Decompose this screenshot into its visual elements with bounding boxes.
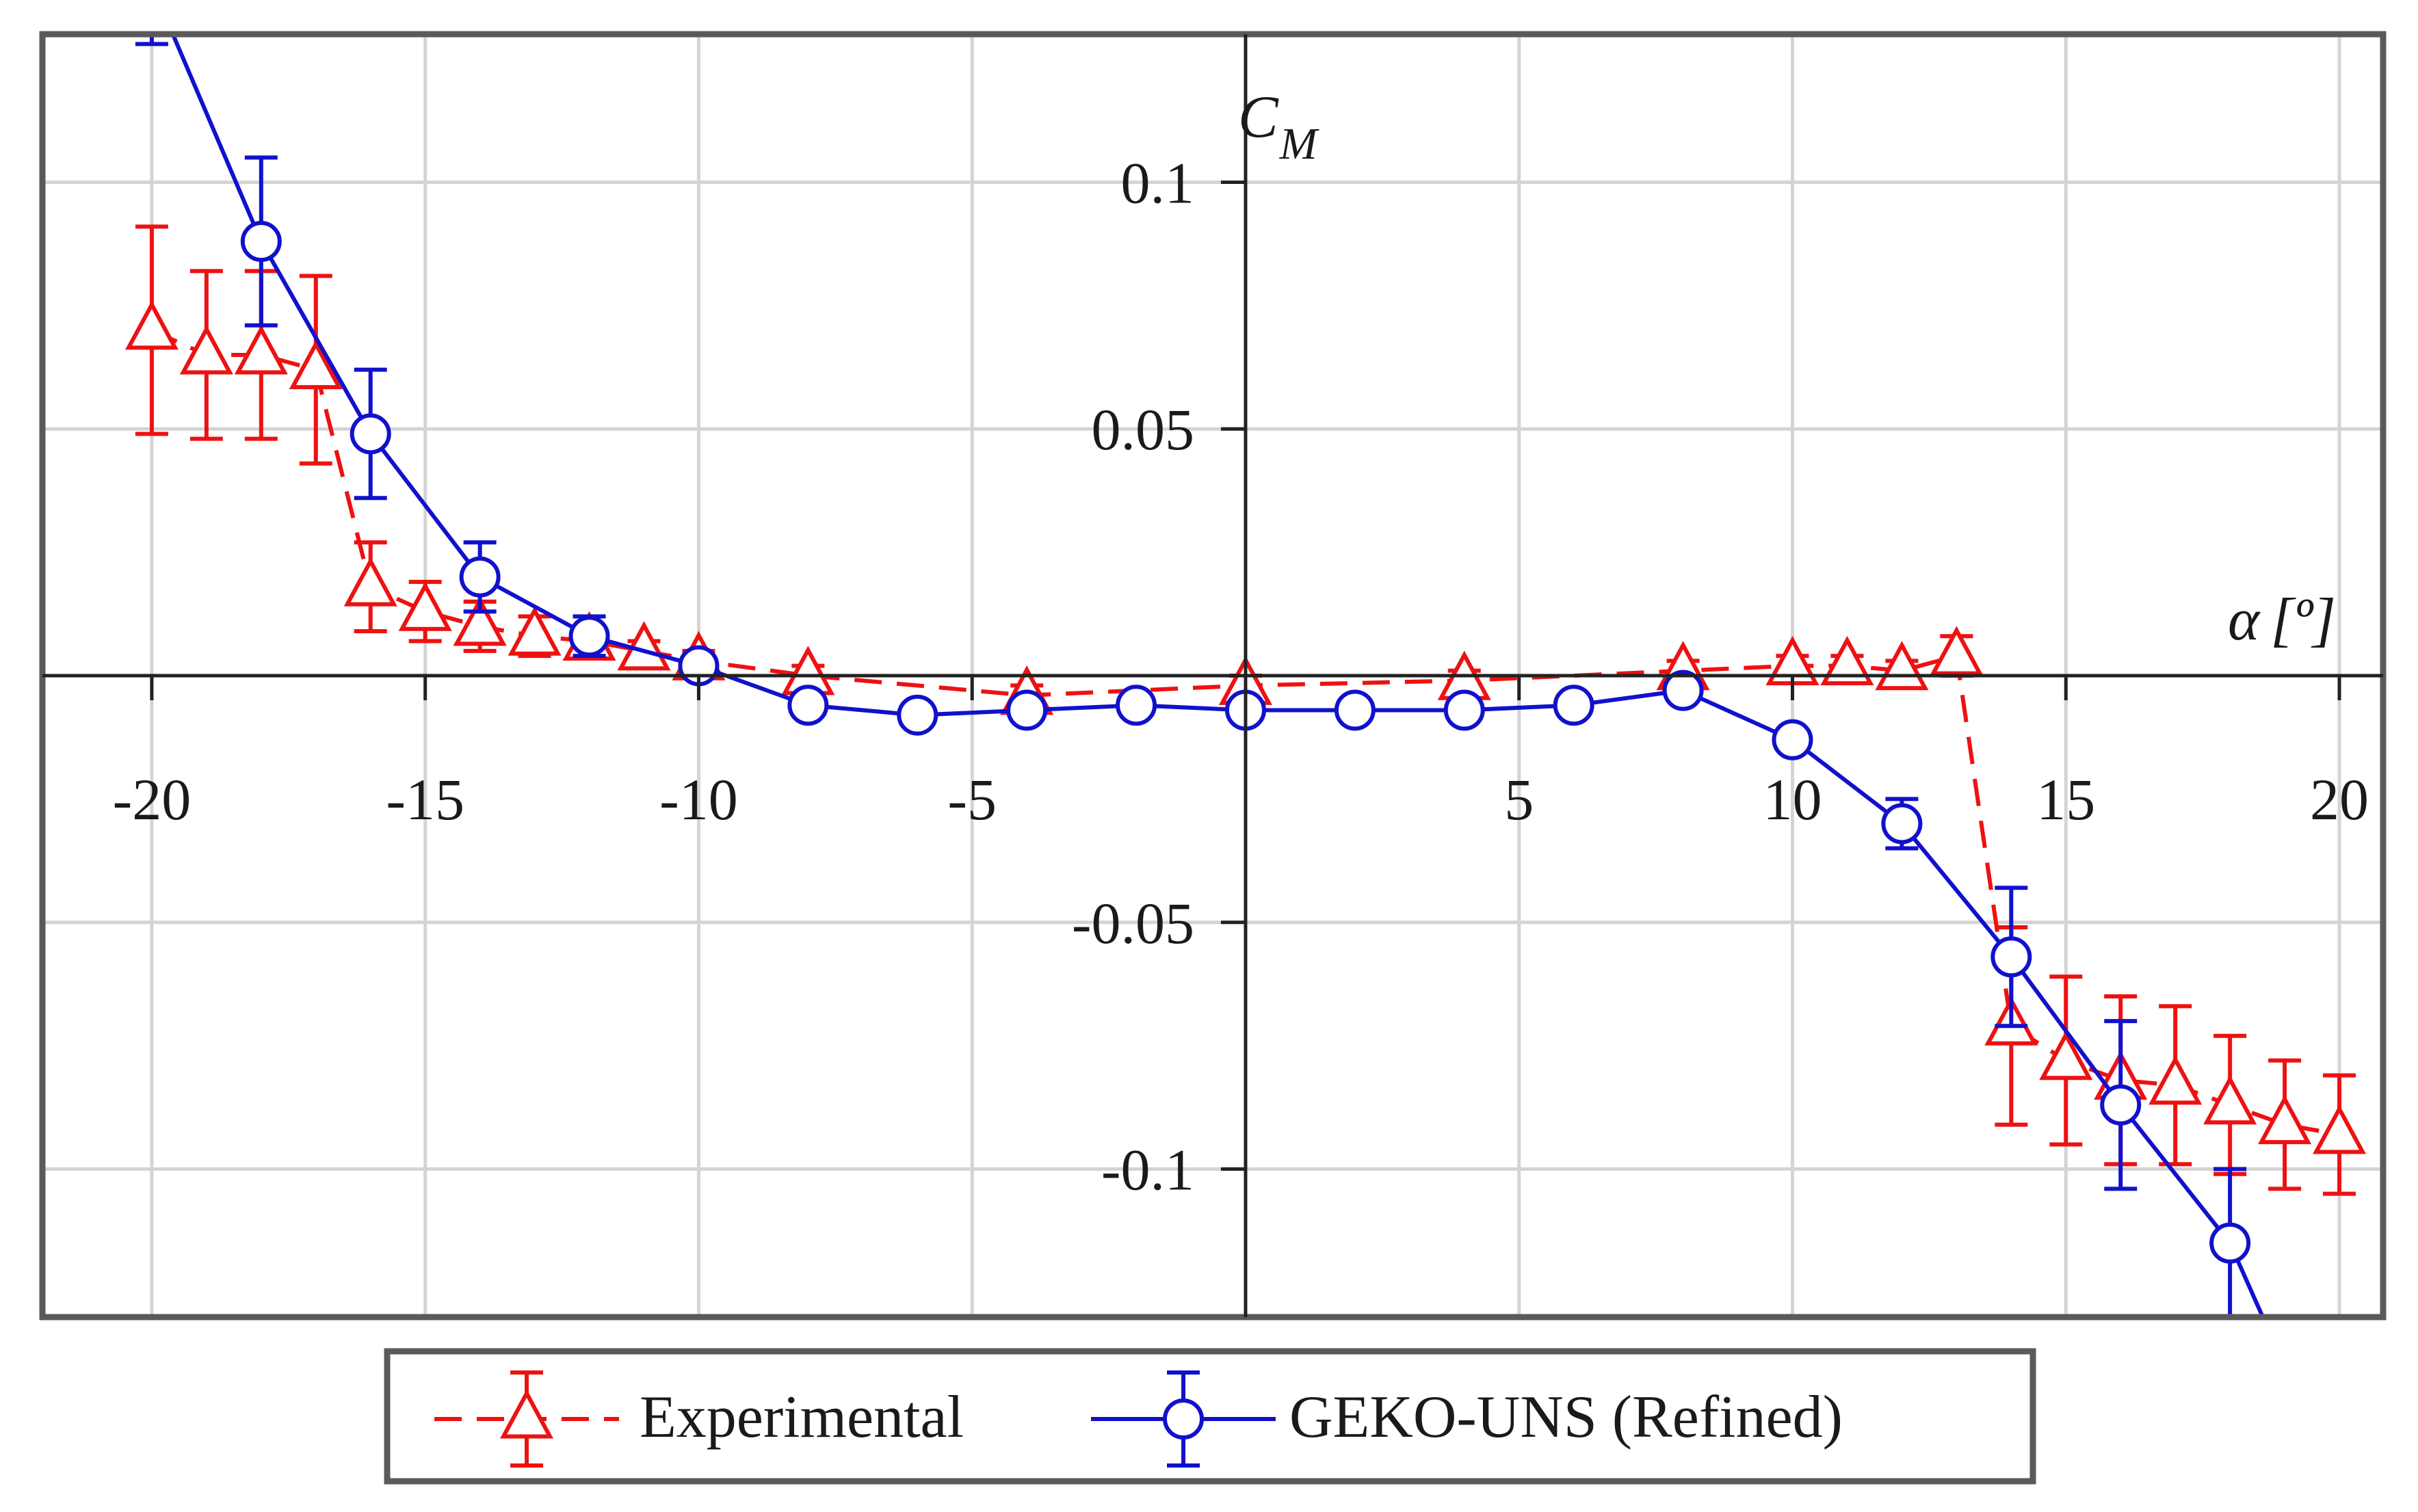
data-point bbox=[1930, 626, 1984, 676]
x-tick-label: -5 bbox=[947, 767, 997, 832]
data-point bbox=[1820, 635, 1874, 686]
y-tick-label: -0.1 bbox=[1101, 1137, 1194, 1203]
data-point bbox=[124, 300, 179, 350]
series-geko-uns bbox=[133, 0, 2303, 1385]
data-point bbox=[459, 556, 501, 598]
data-point bbox=[240, 221, 282, 263]
x-tick-label: 20 bbox=[2310, 767, 2369, 832]
data-point bbox=[2203, 1075, 2257, 1125]
y-axis-title-main: C bbox=[1238, 84, 1279, 150]
data-point bbox=[1116, 685, 1157, 726]
data-point bbox=[1443, 689, 1485, 731]
data-point bbox=[568, 615, 610, 657]
x-axis-title-main: α bbox=[2228, 587, 2261, 653]
x-tick-label: -15 bbox=[386, 767, 464, 832]
data-point bbox=[2266, 1348, 2303, 1385]
data-point bbox=[2039, 1031, 2093, 1080]
data-point bbox=[897, 694, 938, 736]
data-point bbox=[1875, 641, 1929, 691]
y-axis-title-sub: M bbox=[1279, 119, 1320, 169]
data-point bbox=[508, 606, 562, 656]
data-point bbox=[1990, 936, 2032, 978]
y-tick-label: -0.05 bbox=[1072, 890, 1194, 956]
data-point bbox=[2209, 1222, 2251, 1264]
x-axis-title: α [º] bbox=[2228, 587, 2336, 653]
data-point bbox=[2313, 1104, 2367, 1154]
data-point bbox=[133, 0, 170, 3]
data-point bbox=[1006, 689, 1048, 731]
legend-label-geko: GEKO-UNS (Refined) bbox=[1289, 1384, 1843, 1450]
x-axis-title-unit: [º] bbox=[2270, 587, 2336, 653]
data-point bbox=[234, 325, 288, 375]
data-point bbox=[2148, 1055, 2203, 1105]
data-point bbox=[453, 596, 507, 646]
data-point bbox=[1662, 669, 1704, 711]
legend-label-experimental: Experimental bbox=[640, 1384, 964, 1450]
data-point bbox=[1772, 719, 1813, 760]
data-point bbox=[1881, 803, 1923, 845]
data-point bbox=[343, 557, 397, 607]
data-point bbox=[2258, 1094, 2312, 1145]
legend-marker-geko bbox=[1163, 1398, 1204, 1440]
legend-marker-experimental bbox=[499, 1389, 554, 1439]
y-tick-label: 0.05 bbox=[1091, 397, 1194, 462]
data-point bbox=[2100, 1084, 2142, 1126]
legend: Experimental GEKO-UNS (Refined) bbox=[384, 1348, 2036, 1485]
data-point bbox=[1334, 689, 1376, 731]
data-point bbox=[179, 325, 233, 375]
legend-items bbox=[434, 1370, 1276, 1468]
axes-layer bbox=[42, 34, 2383, 1317]
x-tick-label: 5 bbox=[1504, 767, 1534, 832]
x-tick-label: 15 bbox=[2036, 767, 2095, 832]
x-tick-label: 10 bbox=[1763, 767, 1822, 832]
series-line bbox=[170, 34, 2265, 1317]
labels-layer: -20 -15 -10 -5 5 10 15 20 0.1 0.05 -0.05 -0.1 bbox=[113, 150, 2369, 1202]
data-point bbox=[398, 581, 452, 631]
x-tick-label: -20 bbox=[113, 767, 192, 832]
legend-box bbox=[384, 1348, 2036, 1485]
y-tick-label: 0.1 bbox=[1120, 150, 1194, 215]
x-tick-label: -10 bbox=[659, 767, 738, 832]
data-point bbox=[289, 339, 343, 390]
data-point bbox=[350, 413, 391, 455]
data-point bbox=[1553, 685, 1594, 726]
y-axis-title: CM bbox=[1238, 84, 1320, 169]
data-point bbox=[787, 685, 829, 726]
